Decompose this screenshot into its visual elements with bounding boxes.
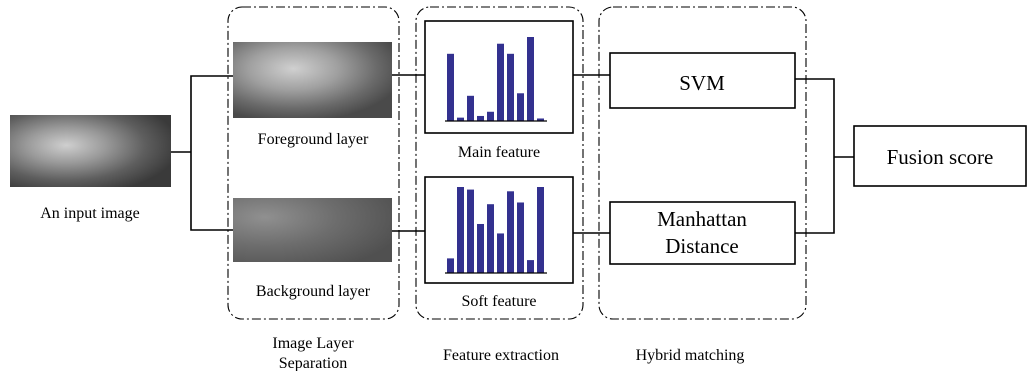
input-split-connector (171, 75, 233, 231)
main-feature-bar-5 (487, 111, 494, 121)
extraction-group-frame (415, 6, 584, 320)
soft-feature-bar-5 (487, 204, 494, 273)
manhattan-distance-box (609, 201, 796, 265)
soft-feature-histogram (447, 187, 544, 273)
soft-feature-label: Soft feature (461, 293, 536, 310)
soft-feature-bar-4 (477, 223, 484, 273)
main-feature-bar-10 (537, 118, 544, 121)
soft-feature-bar-6 (497, 233, 504, 273)
main-feature-bar-7 (507, 53, 514, 121)
main-feature-bar-3 (467, 95, 474, 121)
matching-title: Hybrid matching (636, 347, 745, 364)
foreground-layer-image (233, 42, 392, 118)
background-layer-image (233, 198, 392, 262)
main-feature-label: Main feature (458, 144, 540, 161)
extraction-title: Feature extraction (443, 347, 559, 364)
fusion-merge-connector (795, 78, 854, 234)
manhattan-label-line1: Manhattan (657, 207, 747, 231)
soft-feature-bar-8 (517, 202, 524, 273)
svm-label: SVM (679, 71, 725, 95)
background-layer-label: Background layer (256, 283, 371, 300)
soft-feature-bar-9 (527, 260, 534, 273)
input-image (10, 115, 171, 187)
manhattan-label-line2: Distance (665, 234, 738, 258)
main-feature-bar-4 (477, 115, 484, 121)
fusion-score-box (853, 125, 1027, 187)
soft-feature-bar-2 (457, 187, 464, 273)
soft-feature-bar-7 (507, 191, 514, 273)
soft-feature-bar-10 (537, 187, 544, 273)
foreground-layer-label: Foreground layer (258, 131, 369, 148)
separation-title-line1: Image Layer (272, 335, 354, 352)
main-feature-bar-1 (447, 53, 454, 121)
main-feature-bar-2 (457, 117, 464, 121)
soft-feature-bar-1 (447, 258, 454, 273)
svm-box (609, 52, 796, 109)
main-feature-bar-9 (527, 37, 534, 121)
main-feature-bar-6 (497, 43, 504, 121)
separation-group-frame (227, 6, 400, 320)
main-feature-histogram (447, 37, 544, 121)
soft-feature-bar-3 (467, 189, 474, 273)
matching-group-frame (598, 6, 807, 320)
input-caption: An input image (40, 205, 140, 222)
fusion-score-label: Fusion score (887, 145, 994, 169)
separation-title-line2: Separation (279, 355, 347, 371)
main-feature-bar-8 (517, 93, 524, 121)
